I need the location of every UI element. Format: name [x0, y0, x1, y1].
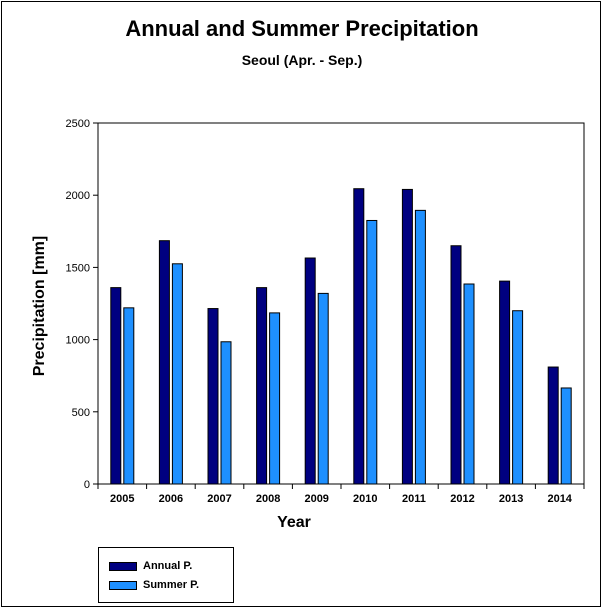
y-tick-label: 1500: [66, 262, 90, 274]
bar-annual-2014: [547, 366, 559, 485]
bar-annual-2005: [110, 287, 122, 485]
bar-summer-2012: [463, 283, 475, 485]
bar-annual-2012: [450, 245, 462, 485]
legend-swatch-annual: [109, 561, 137, 571]
bar-summer-2005: [123, 307, 135, 485]
y-tick-label: 500: [72, 407, 90, 419]
x-tick-label: 2009: [304, 493, 328, 505]
legend-swatch-summer: [109, 580, 137, 590]
bar-summer-2006: [171, 263, 183, 485]
bar-summer-2014: [560, 387, 572, 485]
legend: Annual P. Summer P.: [98, 547, 234, 603]
y-tick-label: 2000: [66, 190, 90, 202]
plot-border: [97, 122, 585, 485]
y-tick-label: 0: [84, 479, 90, 491]
bar-annual-2009: [304, 257, 316, 485]
bar-summer-2009: [317, 292, 329, 485]
bar-annual-2010: [353, 188, 365, 485]
x-tick-label: 2014: [547, 493, 572, 505]
bar-annual-2008: [256, 287, 268, 485]
bar-annual-2013: [499, 280, 511, 485]
bar-annual-2006: [158, 240, 170, 485]
legend-label-summer: Summer P.: [143, 579, 200, 591]
x-tick-label: 2011: [402, 493, 426, 505]
x-tick-label: 2010: [353, 493, 377, 505]
x-tick-label: 2013: [499, 493, 523, 505]
x-tick-label: 2005: [110, 493, 134, 505]
x-tick-label: 2007: [207, 493, 231, 505]
x-tick-label: 2006: [159, 493, 183, 505]
bar-summer-2013: [512, 310, 524, 485]
y-tick-label: 1000: [66, 335, 90, 347]
legend-item-annual: Annual P.: [109, 559, 192, 573]
chart-subtitle: Seoul (Apr. - Sep.): [241, 52, 363, 68]
x-tick-label: 2012: [450, 493, 474, 505]
legend-label-annual: Annual P.: [143, 560, 193, 572]
bar-summer-2007: [220, 341, 232, 485]
chart-title: Annual and Summer Precipitation: [125, 16, 479, 41]
y-tick-label: 2500: [66, 118, 90, 130]
bar-annual-2011: [401, 188, 413, 485]
bar-summer-2008: [269, 312, 281, 485]
bar-summer-2010: [366, 219, 378, 485]
bar-annual-2007: [207, 308, 219, 485]
x-tick-label: 2008: [256, 493, 280, 505]
bar-summer-2011: [414, 209, 426, 485]
x-axis-label: Year: [277, 514, 311, 531]
legend-item-summer: Summer P.: [109, 578, 199, 592]
